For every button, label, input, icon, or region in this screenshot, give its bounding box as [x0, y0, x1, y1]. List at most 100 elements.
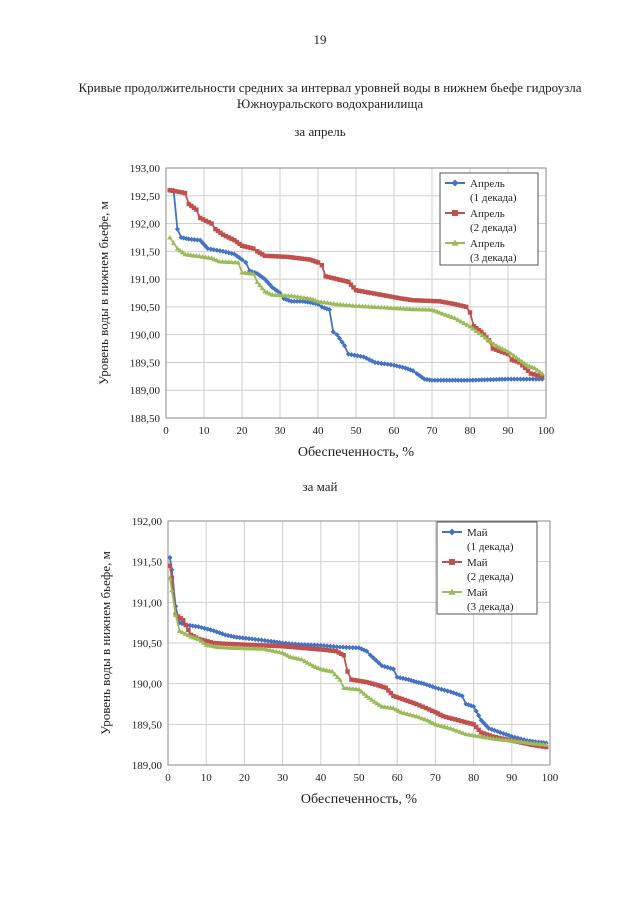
- data-point: [440, 310, 446, 316]
- data-point: [446, 313, 452, 318]
- data-point: [505, 348, 511, 354]
- legend-label: Апрель: [470, 208, 505, 220]
- data-point: [336, 335, 343, 341]
- data-point: [496, 344, 503, 350]
- data-point: [445, 688, 451, 694]
- data-point: [381, 304, 388, 310]
- data-point: [353, 645, 359, 651]
- data-point: [452, 377, 458, 383]
- data-point: [350, 302, 356, 308]
- data-point: [327, 643, 333, 649]
- legend-label: Апрель: [470, 238, 505, 250]
- data-point: [182, 190, 188, 196]
- data-point: [508, 350, 514, 356]
- data-point: [466, 731, 472, 737]
- legend-label: Май: [467, 557, 488, 569]
- y-tick-label: 190,50: [130, 302, 161, 314]
- data-point: [467, 310, 473, 315]
- data-point: [304, 295, 310, 301]
- data-point: [395, 708, 402, 713]
- data-point: [289, 641, 295, 647]
- data-point: [221, 644, 227, 650]
- data-point: [337, 677, 343, 682]
- y-tick-label: 192,00: [130, 219, 161, 231]
- data-point: [419, 374, 425, 380]
- series-3: [167, 575, 549, 747]
- data-point: [236, 255, 243, 261]
- legend-box: [439, 172, 539, 266]
- data-point: [301, 295, 307, 300]
- data-point: [427, 719, 433, 724]
- data-point: [294, 298, 300, 304]
- data-point: [347, 302, 353, 308]
- data-point: [251, 246, 256, 251]
- data-point: [167, 563, 173, 568]
- legend-label-detail: (3 декада): [470, 252, 517, 264]
- data-point: [173, 611, 179, 617]
- y-tick-label: 189,50: [130, 357, 161, 369]
- data-point: [258, 637, 265, 643]
- data-point: [484, 377, 491, 383]
- data-point: [214, 629, 220, 635]
- data-point: [315, 642, 321, 648]
- data-point: [445, 724, 451, 730]
- data-point: [307, 661, 313, 667]
- legend-marker: [449, 559, 455, 565]
- data-point: [362, 303, 369, 309]
- data-point: [516, 357, 522, 362]
- series-3: [167, 234, 545, 376]
- data-point: [422, 716, 428, 722]
- data-point: [479, 332, 485, 338]
- chart-may: 0 10 20 30 40 50 60 70 80 90 100 189,00 189,50 190,00…: [98, 516, 559, 807]
- data-point: [179, 629, 185, 635]
- data-point: [321, 643, 327, 649]
- data-point: [202, 254, 209, 260]
- data-point: [359, 303, 365, 309]
- data-point: [411, 678, 417, 684]
- data-point: [493, 376, 499, 383]
- data-point: [490, 735, 497, 741]
- data-point: [205, 254, 212, 260]
- data-point: [441, 724, 448, 729]
- data-point: [378, 360, 384, 366]
- data-point: [216, 258, 222, 264]
- data-point: [273, 648, 279, 654]
- data-point: [438, 723, 445, 729]
- x-tick-label: 10: [201, 772, 213, 784]
- data-point: [494, 343, 500, 348]
- legend-label-detail: (3 декада): [467, 601, 514, 613]
- data-point: [449, 377, 456, 383]
- data-point: [298, 294, 304, 300]
- data-point: [515, 738, 521, 744]
- data-point: [282, 651, 288, 657]
- plot-area-border: [167, 520, 551, 766]
- x-tick-label: 40: [315, 772, 327, 784]
- data-point: [435, 722, 442, 728]
- data-point: [410, 368, 416, 374]
- data-point: [382, 663, 388, 670]
- data-point: [430, 720, 436, 726]
- document-title: Кривые продолжительности средних за инте…: [78, 80, 582, 111]
- data-point: [169, 587, 175, 593]
- data-point: [393, 706, 399, 712]
- data-point: [211, 628, 217, 634]
- data-point: [464, 377, 470, 383]
- data-point: [324, 306, 330, 312]
- data-point: [305, 299, 311, 305]
- legend-label-detail: (1 декада): [470, 192, 517, 204]
- data-point: [414, 370, 420, 377]
- data-point: [272, 292, 279, 297]
- data-point: [385, 664, 391, 670]
- data-point: [467, 323, 473, 329]
- data-point: [394, 363, 400, 369]
- data-point: [167, 575, 173, 581]
- data-point: [473, 708, 479, 714]
- data-point: [485, 336, 491, 342]
- data-point: [487, 735, 494, 741]
- data-point: [295, 294, 301, 299]
- data-point: [260, 646, 267, 651]
- data-point: [443, 312, 449, 317]
- data-point: [369, 304, 375, 309]
- data-point: [366, 695, 372, 700]
- data-point: [299, 656, 305, 662]
